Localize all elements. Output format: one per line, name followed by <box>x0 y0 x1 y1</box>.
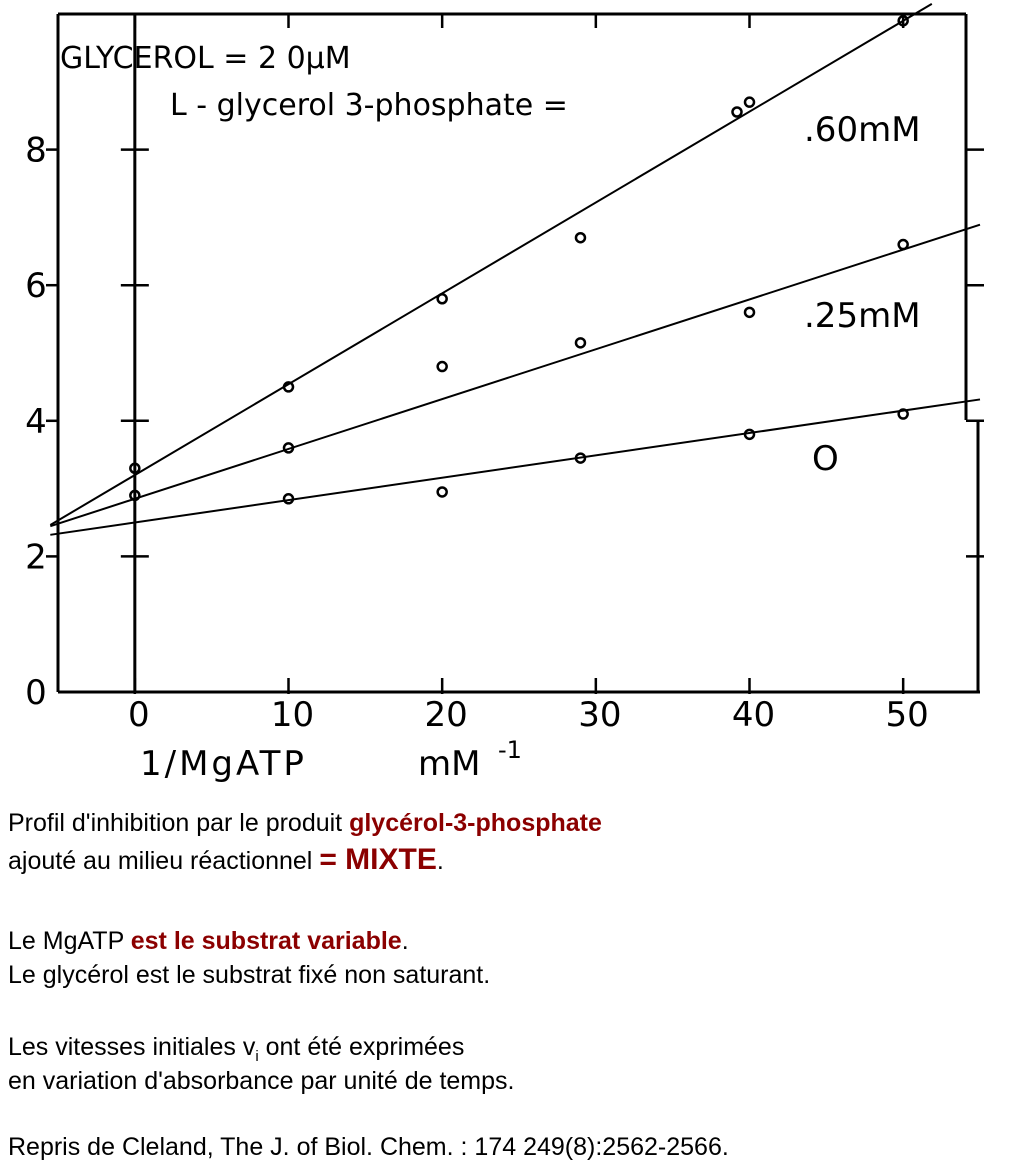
x-tick-label: 10 <box>271 695 314 735</box>
data-point <box>743 96 756 108</box>
x-tick-label: 20 <box>425 695 468 735</box>
caption-highlight: est le substrat variable <box>130 927 402 955</box>
caption-line-3: Le MgATP est le substrat variable. <box>8 924 409 958</box>
axis-ticks <box>46 14 984 694</box>
data-point <box>897 15 909 27</box>
x-axis-unit: mM <box>418 744 480 784</box>
caption-text: . <box>401 927 409 955</box>
chart-title: GLYCEROL = 2 0μM <box>60 41 351 76</box>
data-point <box>743 306 756 319</box>
data-point <box>436 486 448 498</box>
data-points <box>129 15 909 505</box>
caption-line-6: en variation d'absorbance par unité de t… <box>8 1067 515 1095</box>
data-point <box>282 381 295 393</box>
y-tick-label: 6 <box>25 266 47 306</box>
chart-figure: 0 2 4 6 8 0 10 20 30 40 50 GLYCEROL = 2 0μM L - gl… <box>25 2 984 784</box>
legend-marker <box>731 106 743 118</box>
caption-highlight: glycérol-3-phosphate <box>349 809 602 837</box>
y-tick-label: 4 <box>25 402 47 442</box>
data-point <box>897 238 909 251</box>
caption-highlight: = MIXTE <box>319 843 437 876</box>
fit-line-2 <box>50 398 981 536</box>
caption-line-1: Profil d'inhibition par le produit glycé… <box>8 806 602 840</box>
y-tick-label: 8 <box>25 131 47 171</box>
data-point <box>282 493 295 505</box>
series-label-060: .60mM <box>804 110 921 150</box>
caption-subscript: i <box>255 1048 259 1065</box>
data-point <box>129 489 141 502</box>
data-point <box>129 462 141 475</box>
caption-text: . <box>436 847 444 875</box>
caption-text: Les vitesses initiales v <box>8 1033 256 1061</box>
data-point <box>574 231 587 244</box>
x-axis-unit-exponent: -1 <box>498 736 522 764</box>
x-tick-label: 40 <box>732 695 775 735</box>
x-tick-label: 50 <box>886 695 929 735</box>
data-point <box>282 442 295 454</box>
caption-line-4: Le glycérol est le substrat fixé non sat… <box>8 961 491 989</box>
caption-line-7: Repris de Cleland, The J. of Biol. Chem.… <box>8 1133 729 1161</box>
y-tick-label: 2 <box>25 537 47 577</box>
fit-line-1 <box>50 223 981 528</box>
data-point <box>436 360 448 373</box>
caption-line-2: ajouté au milieu réactionnel = MIXTE. <box>8 843 444 878</box>
caption-text: ajouté au milieu réactionnel <box>8 847 320 875</box>
series-label-zero: O <box>812 439 839 479</box>
data-point <box>574 337 587 349</box>
data-point <box>436 293 448 305</box>
caption-text: Le MgATP <box>8 927 131 955</box>
x-tick-label: 0 <box>128 695 150 735</box>
x-tick-label: 30 <box>578 695 621 735</box>
axis-tick-labels: 0 2 4 6 8 0 10 20 30 40 50 <box>25 131 929 735</box>
data-point <box>743 428 756 441</box>
fit-line-0 <box>49 2 933 526</box>
caption-text: ont été exprimées <box>258 1033 465 1061</box>
series-label-025: .25mM <box>804 296 921 336</box>
fit-lines <box>49 2 981 536</box>
data-point <box>897 408 909 420</box>
data-point <box>574 452 587 464</box>
caption-text: Profil d'inhibition par le produit <box>8 809 350 837</box>
caption-line-5: Les vitesses initiales vi ont été exprim… <box>8 1030 464 1074</box>
x-axis-label: 1/MgATP <box>140 744 307 784</box>
y-tick-label: 0 <box>25 673 47 713</box>
legend-text: L - glycerol 3-phosphate = <box>170 88 568 123</box>
